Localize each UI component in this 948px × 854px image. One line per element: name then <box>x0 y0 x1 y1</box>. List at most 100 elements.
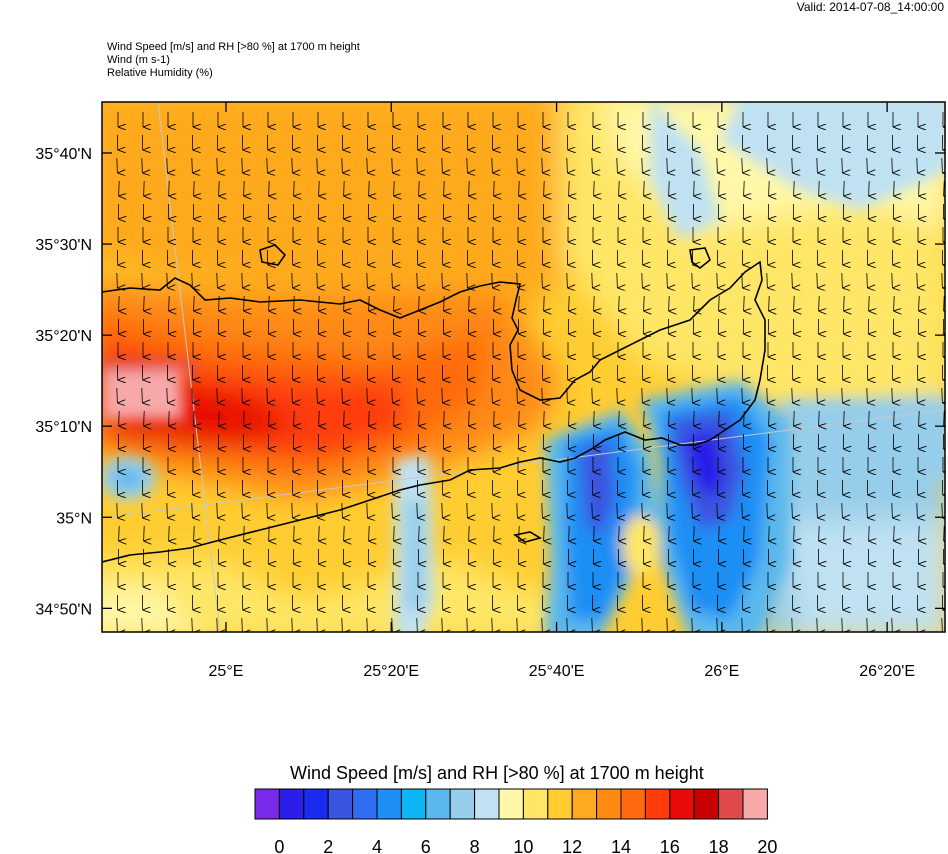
colorbar-tick-label: 4 <box>372 837 382 854</box>
rh-units-label: Relative Humidity (%) <box>107 67 213 79</box>
wind-arrow <box>566 387 568 403</box>
wind-arrow <box>866 272 868 288</box>
wind-arrow <box>818 295 820 311</box>
wind-arrow <box>618 295 620 311</box>
wind-arrow <box>518 410 520 426</box>
wind-arrow <box>393 525 395 541</box>
wind-arrow <box>918 295 920 311</box>
wind-arrow <box>593 410 595 426</box>
wind-arrow <box>868 295 870 311</box>
wind-arrow <box>666 157 668 173</box>
wind-arrow <box>118 410 120 426</box>
wind-arrow <box>718 180 720 196</box>
wind-arrow <box>541 617 543 632</box>
wind-arrow <box>766 272 768 288</box>
wind-arrow <box>818 180 820 196</box>
wind-arrow <box>941 502 943 518</box>
wind-arrow <box>418 295 420 311</box>
wind-arrow <box>243 525 245 541</box>
wind-arrow <box>543 180 545 196</box>
wind-arrow <box>941 617 943 632</box>
plot-title: Wind Speed [m/s] and RH [>80 %] at 1700 … <box>107 41 360 53</box>
wind-arrow <box>116 617 118 632</box>
wind-arrow <box>716 502 718 518</box>
wind-arrow <box>593 180 595 196</box>
colorbar-tick-label: 6 <box>421 837 431 854</box>
wind-arrow <box>616 157 618 173</box>
wind-arrow <box>941 387 943 403</box>
wind-arrow <box>818 525 820 541</box>
wind-arrow <box>418 410 420 426</box>
wind-arrow <box>318 410 320 426</box>
wind-units-label: Wind (m s-1) <box>107 54 170 66</box>
wind-arrow <box>716 387 718 403</box>
lat-label: 35°N <box>56 510 92 527</box>
wind-arrow <box>468 525 470 541</box>
wind-arrow <box>293 180 295 196</box>
colorbar-tick-label: 16 <box>660 837 680 854</box>
wind-arrow <box>868 180 870 196</box>
wind-arrow <box>416 387 418 403</box>
wind-arrow <box>216 272 218 288</box>
wind-arrow <box>491 617 493 632</box>
wind-arrow <box>366 387 368 403</box>
wind-arrow <box>493 295 495 311</box>
wind-arrow <box>541 387 543 403</box>
wind-arrow <box>891 617 893 632</box>
wind-arrow <box>716 272 718 288</box>
wind-arrow <box>393 295 395 311</box>
wind-arrow <box>466 157 468 173</box>
wind-arrow <box>216 157 218 173</box>
plot-frame <box>101 101 946 633</box>
wind-arrow <box>691 272 693 288</box>
wind-arrow <box>741 272 743 288</box>
wind-arrow <box>718 295 720 311</box>
wind-arrow <box>441 502 443 518</box>
wind-arrow <box>518 295 520 311</box>
colorbar-box <box>278 788 305 820</box>
wind-arrow <box>343 295 345 311</box>
graticule <box>102 102 945 632</box>
wind-arrow <box>316 387 318 403</box>
wind-arrow <box>591 617 593 632</box>
wind-arrow <box>893 410 895 426</box>
wind-arrow <box>841 502 843 518</box>
wind-arrow <box>641 157 643 173</box>
wind-arrow <box>368 410 370 426</box>
wind-arrow <box>791 157 793 173</box>
wind-arrow <box>641 502 643 518</box>
wind-arrow <box>218 295 220 311</box>
wind-arrow <box>266 617 268 632</box>
colorbar-box <box>571 788 598 820</box>
wind-arrow <box>341 387 343 403</box>
wind-arrow <box>516 617 518 632</box>
wind-arrow <box>866 157 868 173</box>
wind-arrow <box>916 157 918 173</box>
wind-arrow <box>666 502 668 518</box>
colorbar-box <box>693 788 720 820</box>
wind-arrow <box>266 387 268 403</box>
wind-arrow <box>591 272 593 288</box>
wind-arrow <box>118 180 120 196</box>
colorbar-box <box>352 788 378 820</box>
wind-arrow <box>793 180 795 196</box>
wind-arrow <box>316 157 318 173</box>
wind-arrow <box>843 525 845 541</box>
wind-arrow <box>343 180 345 196</box>
wind-arrow <box>293 525 295 541</box>
wind-arrow <box>193 295 195 311</box>
wind-arrow <box>191 617 193 632</box>
wind-arrow <box>291 157 293 173</box>
wind-arrow <box>666 387 668 403</box>
lat-label: 34°50'N <box>35 601 92 618</box>
wind-arrow <box>668 295 670 311</box>
wind-arrow <box>843 295 845 311</box>
colorbar-box <box>620 788 646 820</box>
wind-arrow <box>493 525 495 541</box>
wind-arrow <box>116 157 118 173</box>
wind-arrow <box>666 272 668 288</box>
wind-arrow <box>666 617 668 632</box>
wind-arrow <box>516 502 518 518</box>
wind-arrow <box>566 272 568 288</box>
